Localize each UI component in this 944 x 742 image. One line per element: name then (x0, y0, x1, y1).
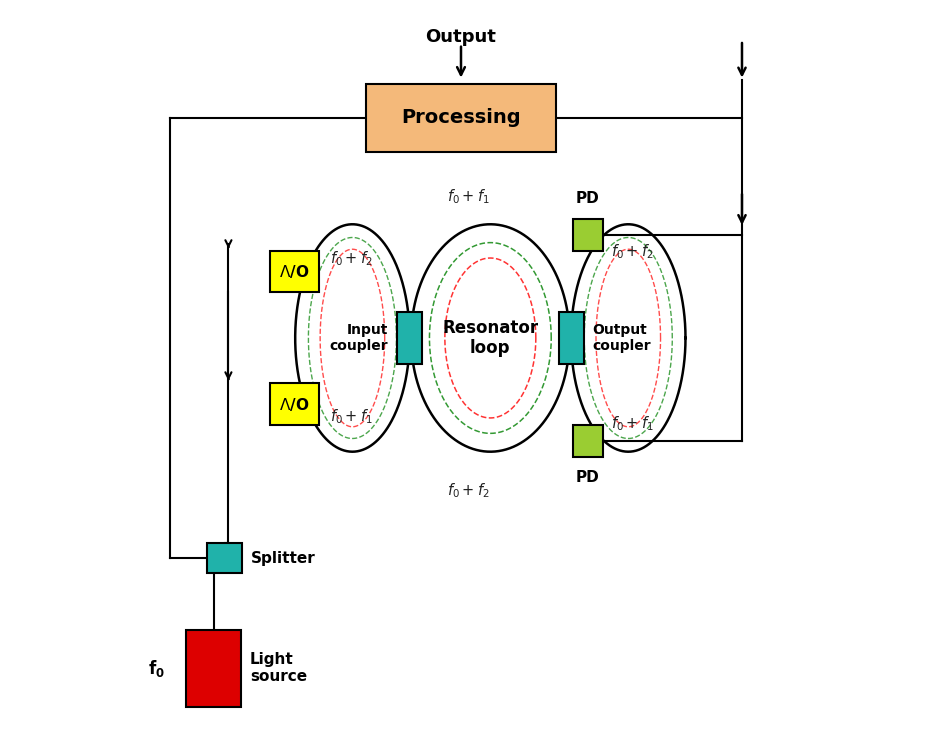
FancyBboxPatch shape (269, 384, 319, 424)
FancyBboxPatch shape (207, 542, 243, 574)
FancyBboxPatch shape (269, 252, 319, 292)
Text: Resonator
loop: Resonator loop (443, 318, 538, 358)
Text: PD: PD (576, 470, 599, 485)
Text: $\mathbf{f_0}$: $\mathbf{f_0}$ (148, 657, 165, 679)
FancyBboxPatch shape (573, 219, 602, 252)
FancyBboxPatch shape (573, 424, 602, 457)
FancyBboxPatch shape (559, 312, 583, 364)
Text: Output: Output (426, 28, 497, 46)
Text: $\Lambda$/O: $\Lambda$/O (279, 395, 310, 413)
Text: $f_0 + f_2$: $f_0 + f_2$ (612, 243, 654, 261)
Text: PD: PD (576, 191, 599, 206)
Text: $f_0 + f_2$: $f_0 + f_2$ (447, 481, 490, 500)
FancyBboxPatch shape (186, 630, 242, 706)
Text: $f_0 + f_2$: $f_0 + f_2$ (330, 249, 373, 269)
Text: Processing: Processing (401, 108, 521, 128)
Text: Splitter: Splitter (251, 551, 316, 565)
Text: $f_0 + f_1$: $f_0 + f_1$ (612, 415, 654, 433)
Text: Output
coupler: Output coupler (592, 323, 651, 353)
Text: $f_0 + f_1$: $f_0 + f_1$ (330, 407, 373, 427)
Text: $\Lambda$/O: $\Lambda$/O (279, 263, 310, 280)
Text: Light
source: Light source (250, 652, 307, 684)
Text: Input
coupler: Input coupler (329, 323, 388, 353)
Text: $f_0 + f_1$: $f_0 + f_1$ (447, 187, 490, 206)
FancyBboxPatch shape (365, 84, 556, 151)
FancyBboxPatch shape (397, 312, 422, 364)
